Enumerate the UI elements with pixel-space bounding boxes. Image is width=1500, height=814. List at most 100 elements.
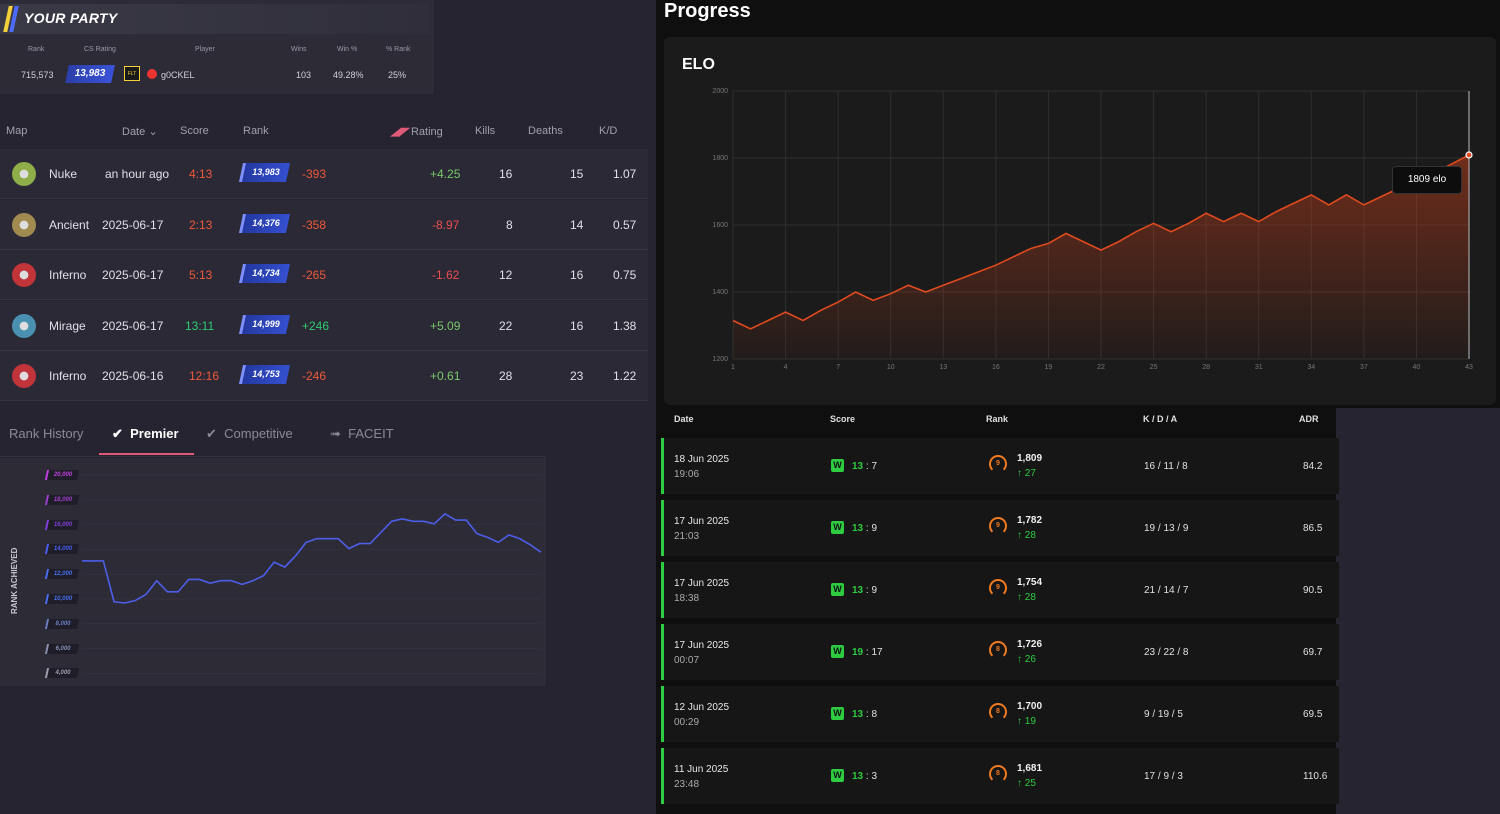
th-kda[interactable]: K / D / A (1143, 414, 1178, 424)
col-header-rating-label: Rating (410, 126, 443, 138)
match-deaths: 16 (570, 268, 584, 282)
row-rank-delta: ↑ 25 (1017, 778, 1036, 789)
th-date[interactable]: Date (674, 414, 694, 424)
match-score: 4:13 (189, 167, 213, 181)
match-kd: 1.22 (613, 369, 637, 383)
faceit-level-icon: 9 (989, 579, 1007, 597)
match-row[interactable]: Mirage 2025-06-17 13:11 14,999 +246 +5.09 22 16… (0, 300, 648, 351)
match-map: Inferno (49, 369, 87, 383)
elo-last-point[interactable] (1465, 151, 1473, 159)
rank-delta: -265 (302, 268, 327, 282)
th-score[interactable]: Score (830, 414, 856, 424)
win-badge: W (831, 583, 844, 596)
tab-rank-history[interactable]: Rank History (9, 426, 84, 441)
col-header-rating[interactable]: ◢◤ Rating (391, 125, 443, 138)
tab-faceit[interactable]: ➟ FACEIT (330, 426, 394, 442)
match-map: Ancient (49, 217, 90, 232)
match-kd: 1.38 (613, 318, 637, 333)
match-rating: -8.97 (432, 217, 460, 232)
party-win-pct-value: 49.28% (333, 70, 364, 80)
progress-match-row[interactable]: 18 Jun 2025 19:06 W 13 : 7 9 1,809 ↑ 27 16 / 11… (661, 438, 1339, 494)
col-header-kills[interactable]: Kills (475, 125, 496, 137)
match-row[interactable]: Ancient 2025-06-17 2:13 14,376 -358 -8.97 8 14 0… (0, 199, 648, 250)
elo-xtick-label: 10 (887, 364, 895, 371)
elo-xtick-label: 25 (1150, 364, 1158, 371)
progress-match-row[interactable]: 12 Jun 2025 00:29 W 13 : 8 8 1,700 ↑ 19 9 / 19 … (661, 686, 1339, 742)
row-rank-delta-value: 28 (1024, 530, 1036, 541)
th-rank[interactable]: Rank (986, 414, 1009, 424)
match-row[interactable]: Nuke an hour ago 4:13 13,983 -393 +4.25 16 15 1.… (0, 149, 648, 199)
match-row[interactable]: Inferno 2025-06-16 12:16 14,753 -246 +0.61 28 2… (0, 351, 648, 401)
row-rank-delta-value: 19 (1024, 716, 1036, 727)
row-kda: 9 / 19 / 5 (1144, 709, 1183, 720)
faceit-level-icon: 9 (989, 517, 1007, 535)
col-header-map[interactable]: Map (6, 125, 28, 137)
rank-badge-value: 14,376 (252, 217, 280, 228)
rank-delta: -358 (302, 217, 327, 232)
elo-area (733, 154, 1469, 359)
country-flag-icon (147, 69, 157, 79)
arrow-up-icon: ↑ (1017, 716, 1022, 727)
rank-badge-value: 14,999 (252, 318, 280, 329)
score-won: 13 (852, 461, 864, 472)
score-won: 19 (852, 647, 864, 658)
col-header-score[interactable]: Score (180, 125, 209, 137)
match-date: 2025-06-17 (102, 217, 164, 232)
progress-match-row[interactable]: 17 Jun 2025 21:03 W 13 : 9 9 1,782 ↑ 28 19 / 13… (661, 500, 1339, 556)
match-score: 5:13 (189, 268, 213, 282)
elo-line (732, 154, 1470, 330)
row-rank-delta-value: 27 (1024, 468, 1036, 479)
row-rank-delta: ↑ 28 (1017, 592, 1036, 603)
score-lost: 9 (871, 585, 878, 596)
tab-competitive[interactable]: ✔ Competitive (206, 426, 293, 442)
match-kills: 28 (499, 369, 513, 383)
party-header-pct-rank: % Rank (386, 46, 411, 53)
col-header-deaths[interactable]: Deaths (528, 125, 563, 137)
party-header-wins: Wins (291, 46, 307, 53)
score-won: 13 (852, 771, 864, 782)
match-kd: 0.75 (613, 268, 637, 282)
match-deaths: 23 (570, 369, 584, 383)
row-rank: 1,782 (1017, 515, 1043, 526)
row-date: 18 Jun 2025 (674, 454, 730, 465)
elo-xtick-label: 1 (731, 364, 735, 371)
score-won: 13 (852, 523, 864, 534)
row-adr: 69.5 (1303, 709, 1323, 720)
check-icon: ✔ (112, 426, 123, 441)
party-header-win-pct: Win % (337, 46, 358, 53)
progress-match-row[interactable]: 11 Jun 2025 23:48 W 13 : 3 8 1,681 ↑ 25 17 / 9 … (661, 748, 1339, 804)
win-badge: W (831, 521, 844, 534)
col-header-rank[interactable]: Rank (243, 125, 269, 137)
elo-xtick-label: 13 (939, 364, 947, 371)
map-icon (12, 212, 36, 237)
row-rank-delta-value: 26 (1024, 654, 1036, 665)
elo-xtick-label: 34 (1307, 364, 1315, 371)
rank-history-chart-panel (0, 458, 546, 686)
progress-match-row[interactable]: 17 Jun 2025 00:07 W 19 : 17 8 1,726 ↑ 26 23 / 2… (661, 624, 1339, 680)
match-map: Inferno (49, 268, 87, 282)
row-score: 19 : 17 (852, 647, 883, 658)
your-party-panel: YOUR PARTY Rank CS Rating Player Wins Wi… (0, 0, 434, 94)
party-player-name[interactable]: g0CKEL (161, 70, 195, 80)
th-adr[interactable]: ADR (1299, 414, 1319, 424)
rating-logo-icon: ◢◤ (391, 126, 408, 138)
row-kda: 17 / 9 / 3 (1144, 771, 1183, 782)
elo-chart-title: ELO (682, 56, 715, 73)
progress-match-row[interactable]: 17 Jun 2025 18:38 W 13 : 9 9 1,754 ↑ 28 21 / 14… (661, 562, 1339, 618)
match-kills: 22 (499, 318, 513, 333)
win-badge: W (831, 645, 844, 658)
row-score: 13 : 3 (852, 771, 878, 782)
elo-xtick-label: 7 (836, 364, 840, 371)
rank-history-tabs: Rank History ✔ Premier ✔ Competitive ➟ F… (0, 414, 546, 457)
row-kda: 21 / 14 / 7 (1144, 585, 1189, 596)
col-header-date[interactable]: Date ⌄ (122, 125, 158, 138)
tab-premier[interactable]: ✔ Premier (112, 426, 179, 442)
elo-xtick-label: 37 (1360, 364, 1368, 371)
elo-xtick-label: 22 (1097, 364, 1105, 371)
row-time: 19:06 (674, 469, 700, 480)
elo-ytick-label: 1400 (712, 289, 728, 296)
active-tab-underline (99, 453, 194, 455)
match-row[interactable]: Inferno 2025-06-17 5:13 14,734 -265 -1.62 12 16… (0, 250, 648, 300)
row-date: 17 Jun 2025 (674, 578, 730, 589)
col-header-kd[interactable]: K/D (599, 125, 618, 137)
